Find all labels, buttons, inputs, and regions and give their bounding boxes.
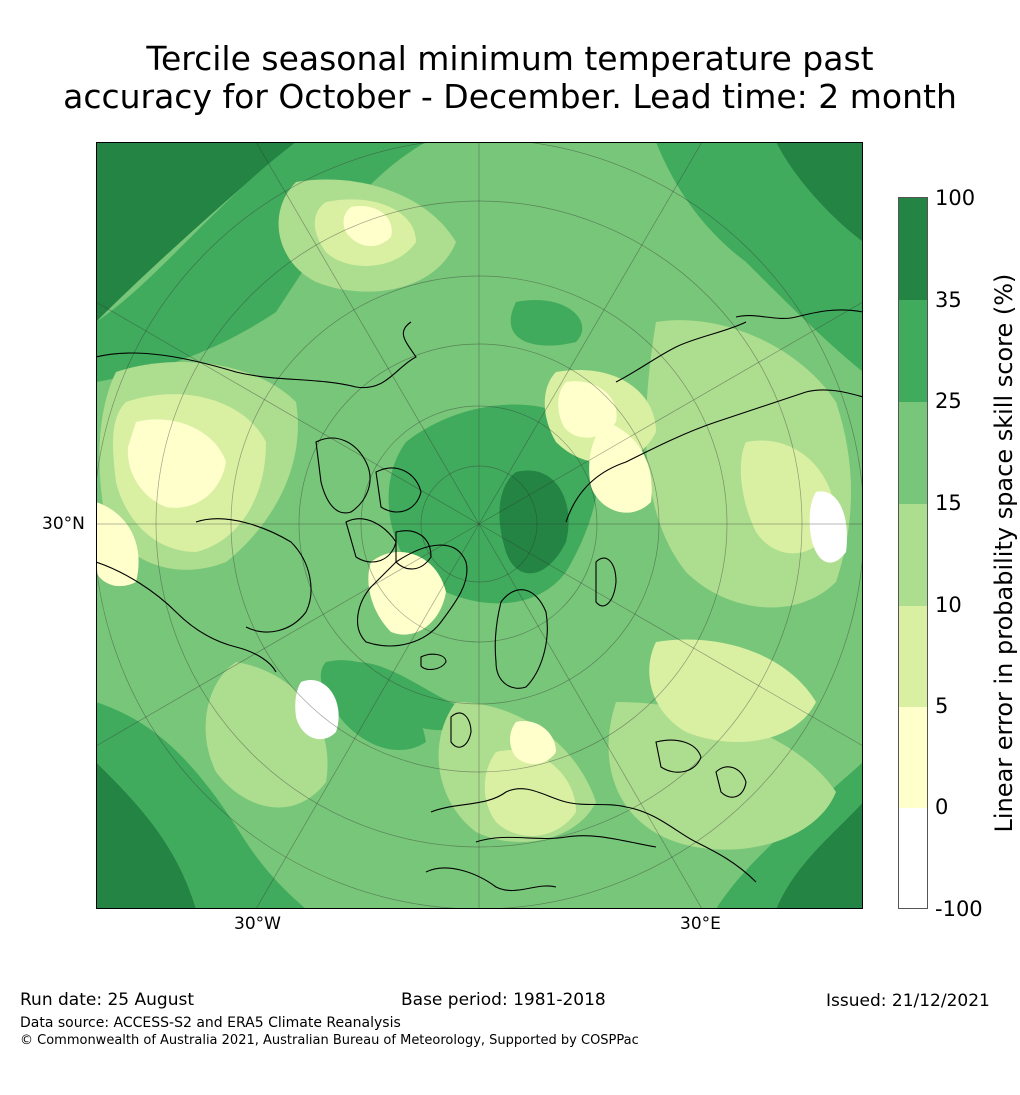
copyright: © Commonwealth of Australia 2021, Austra… <box>20 1033 639 1048</box>
colorbar-tick: -100 <box>935 897 983 921</box>
british-isles-outline <box>450 712 472 748</box>
region-skill-arctic <box>356 662 476 731</box>
region-skill-35-plus <box>96 142 296 322</box>
region-skill-below-0 <box>809 491 847 563</box>
region-skill-10-15 <box>608 702 836 850</box>
scandinavia-outline <box>494 589 548 689</box>
region-skill-5-10 <box>649 639 816 742</box>
region-skill-0-5 <box>589 422 652 513</box>
title-line-2: accuracy for October - December. Lead ti… <box>63 77 957 116</box>
map-svg <box>96 142 863 909</box>
region-skill-arctic <box>320 660 426 751</box>
skill-score-map <box>96 142 863 909</box>
lon-label-30w: 30°W <box>234 914 281 934</box>
map-frame <box>96 142 863 909</box>
region-skill-25-35 <box>510 300 583 346</box>
region-skill-0-5 <box>127 419 226 508</box>
greenland-outline <box>357 544 468 647</box>
region-skill-25-35 <box>96 702 306 909</box>
region-skill-0-5 <box>510 721 556 764</box>
colorbar-tick: 100 <box>935 186 976 210</box>
region-skill-35-plus <box>776 802 863 909</box>
region-skill-0-5 <box>558 381 617 438</box>
base-period: Base period: 1981-2018 <box>401 990 606 1010</box>
issued-date: Issued: 21/12/2021 <box>826 991 990 1011</box>
region-skill-5-10 <box>484 750 576 836</box>
region-skill-35-plus <box>96 762 196 909</box>
iceland-outline <box>420 653 447 671</box>
region-skill-0-5 <box>368 552 446 635</box>
colorbar-band-neg100-0 <box>899 808 927 908</box>
colorbar-band-25-35 <box>899 300 927 402</box>
colorbar-band-35-100 <box>899 198 927 300</box>
region-skill-0-5 <box>96 502 139 587</box>
run-date: Run date: 25 August <box>20 990 194 1010</box>
region-skill-35-plus <box>776 142 863 242</box>
colorbar-band-5-10 <box>899 606 927 707</box>
region-skill-25-35 <box>656 142 863 372</box>
colorbar-label: Linear error in probability space skill … <box>990 273 1018 833</box>
colorbar-band-15-25 <box>899 402 927 504</box>
colorbar-band-10-15 <box>899 504 927 606</box>
graticule <box>96 142 863 909</box>
colorbar <box>898 197 928 909</box>
colorbar-tick: 5 <box>935 694 949 718</box>
colorbar-band-0-5 <box>899 707 927 808</box>
title-line-1: Tercile seasonal minimum temperature pas… <box>146 39 874 78</box>
lon-label-30e: 30°E <box>680 914 721 934</box>
region-skill-arctic <box>499 470 569 574</box>
data-source: Data source: ACCESS-S2 and ERA5 Climate … <box>20 1015 401 1031</box>
colorbar-tick: 10 <box>935 593 962 617</box>
chart-title: Tercile seasonal minimum temperature pas… <box>0 40 1020 116</box>
colorbar-tick: 25 <box>935 389 962 413</box>
colorbar-tick: 0 <box>935 795 949 819</box>
region-skill-0-5 <box>343 206 392 247</box>
colorbar-tick: 15 <box>935 491 962 515</box>
coastlines <box>96 309 863 892</box>
lat-label-30n: 30°N <box>42 514 85 534</box>
colorbar-tick: 35 <box>935 288 962 312</box>
region-skill-below-0 <box>295 680 339 740</box>
